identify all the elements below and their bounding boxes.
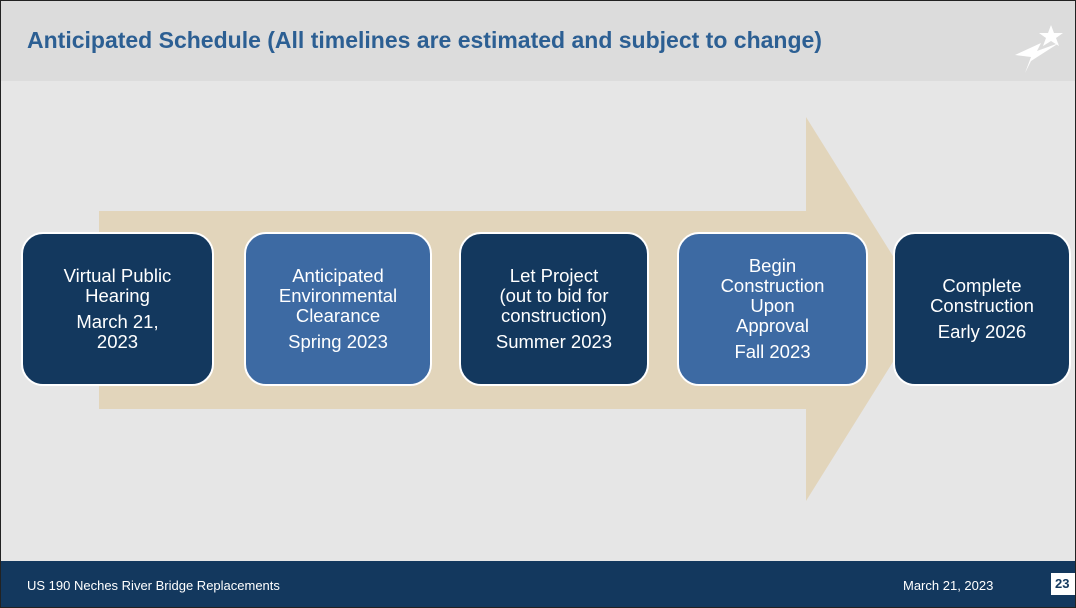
page-number: 23	[1051, 573, 1075, 595]
step-label: Complete	[942, 275, 1022, 296]
step-label: Upon	[750, 295, 795, 316]
step-label: Construction	[720, 275, 825, 296]
step-date-line: Summer 2023	[495, 331, 613, 352]
step-label: construction)	[501, 305, 607, 326]
step-date-line: March 21,	[76, 311, 159, 332]
step-label: Approval	[735, 315, 809, 336]
step-date: Early 2026	[938, 322, 1026, 342]
step-date-line: Early 2026	[937, 321, 1027, 342]
step-label: Clearance	[295, 305, 381, 326]
footer: US 190 Neches River Bridge Replacements …	[1, 561, 1075, 607]
step-box: Anticipated Environmental Clearance Spring …	[244, 232, 432, 386]
step-date: Spring 2023	[288, 332, 388, 352]
logo	[1015, 25, 1063, 73]
step-box: Virtual Public Hearing March 21, 2023	[21, 232, 214, 386]
step-box: Let Project (out to bid for construction) S…	[459, 232, 649, 386]
step-date: March 21, 2023	[76, 312, 158, 352]
step-label: Anticipated	[292, 265, 384, 286]
step-box: Begin Construction Upon Approval Fall 2023	[677, 232, 868, 386]
slide-title: Anticipated Schedule (All timelines are …	[27, 27, 822, 53]
step-date-line: 2023	[96, 331, 139, 352]
step-date-line: Fall 2023	[734, 341, 811, 362]
step-label: Let Project	[509, 265, 599, 286]
step-label: (out to bid for	[499, 285, 609, 306]
step-date-line: Spring 2023	[288, 331, 388, 352]
step-label: Begin	[748, 255, 797, 276]
footer-date: March 21, 2023	[903, 578, 994, 593]
step-date: Summer 2023	[496, 332, 612, 352]
step-box: Complete Construction Early 2026	[893, 232, 1071, 386]
header: Anticipated Schedule (All timelines are …	[1, 1, 1075, 81]
footer-text: US 190 Neches River Bridge Replacements	[27, 578, 280, 593]
step-label: Virtual Public	[63, 265, 172, 286]
step-date: Fall 2023	[734, 342, 810, 362]
step-label: Hearing	[85, 285, 150, 306]
step-label: Construction	[930, 295, 1034, 316]
step-label: Environmental	[278, 285, 398, 306]
